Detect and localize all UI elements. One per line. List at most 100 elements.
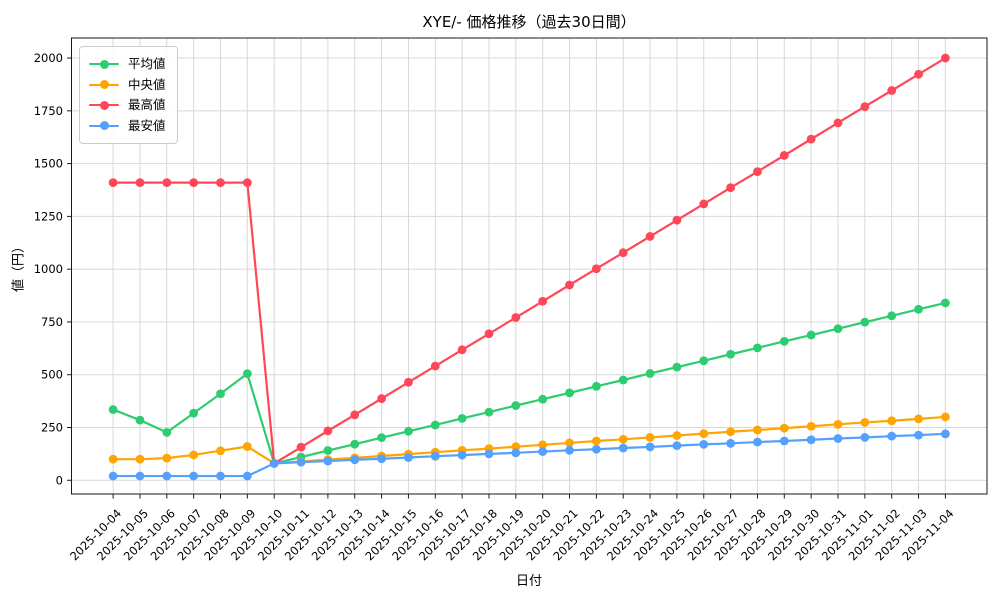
- data-point: [511, 442, 521, 452]
- data-point: [430, 451, 440, 461]
- data-point: [779, 150, 789, 160]
- data-point: [806, 330, 816, 340]
- data-point: [914, 414, 923, 424]
- data-point: [618, 248, 628, 258]
- data-point: [591, 381, 601, 391]
- data-point: [753, 425, 762, 435]
- data-point: [887, 311, 897, 321]
- data-point: [779, 423, 789, 433]
- data-point: [833, 419, 843, 429]
- data-point: [699, 199, 709, 209]
- y-axis: 0 250 500 750 1000 1250 1500 1750 2000: [34, 51, 72, 487]
- data-point: [618, 375, 628, 385]
- data-point: [216, 446, 225, 456]
- gridlines: [71, 38, 987, 494]
- data-point: [216, 471, 225, 481]
- data-point: [404, 426, 413, 436]
- data-point: [484, 329, 494, 339]
- data-point: [672, 431, 682, 440]
- data-point: [269, 458, 279, 468]
- data-point: [887, 416, 897, 426]
- data-point: [377, 454, 386, 464]
- data-point: [484, 449, 494, 459]
- legend-item-min: 最安値: [89, 116, 166, 137]
- data-point: [914, 304, 923, 314]
- data-point: [108, 454, 118, 464]
- data-point: [833, 324, 843, 334]
- data-point: [350, 410, 360, 420]
- data-point: [914, 69, 923, 79]
- y-tick-label: 1750: [34, 104, 63, 118]
- legend-item-max: 最高値: [89, 95, 166, 116]
- data-point: [162, 178, 172, 188]
- data-point: [887, 431, 897, 441]
- data-point: [457, 345, 467, 355]
- y-tick-label: 1250: [34, 209, 63, 223]
- data-point: [645, 232, 655, 241]
- data-point: [565, 388, 574, 398]
- legend-label-min: 最安値: [128, 117, 166, 133]
- legend-label-max: 最高値: [128, 97, 166, 112]
- data-point: [323, 456, 333, 466]
- data-point: [135, 415, 145, 425]
- y-tick-label: 500: [41, 368, 63, 382]
- data-point: [135, 178, 145, 188]
- data-point: [591, 444, 601, 454]
- data-point: [779, 336, 789, 346]
- data-point: [645, 442, 655, 452]
- data-point: [404, 377, 413, 387]
- data-point: [860, 317, 870, 327]
- data-point: [726, 427, 736, 437]
- data-point: [806, 421, 816, 431]
- y-tick-label: 250: [41, 421, 63, 435]
- data-point: [457, 450, 467, 460]
- data-point: [242, 178, 252, 188]
- legend: 平均値 中央値 最高値 最安値: [79, 46, 178, 144]
- legend-item-average: 平均値: [89, 54, 166, 75]
- legend-label-average: 平均値: [128, 56, 166, 71]
- data-point: [538, 394, 548, 404]
- y-tick-label: 2000: [34, 51, 63, 65]
- legend-item-median: 中央値: [89, 75, 166, 96]
- data-point: [189, 178, 199, 188]
- series-min: [108, 429, 950, 481]
- data-point: [940, 53, 950, 63]
- data-point: [242, 369, 252, 379]
- data-point: [940, 412, 950, 422]
- data-point: [350, 455, 360, 465]
- max-line-swatch: [89, 100, 119, 110]
- data-point: [189, 450, 199, 460]
- plot-border: [71, 37, 988, 495]
- data-point: [511, 401, 521, 410]
- data-point: [860, 433, 870, 442]
- data-point: [135, 454, 145, 464]
- data-point: [940, 429, 950, 439]
- data-point: [108, 471, 118, 481]
- data-point: [135, 471, 145, 481]
- data-point: [833, 118, 843, 128]
- data-point: [377, 394, 386, 403]
- data-point: [779, 436, 789, 446]
- data-point: [457, 414, 467, 423]
- data-point: [726, 349, 736, 359]
- x-axis-label: 日付: [515, 574, 542, 589]
- series-average: [108, 298, 950, 468]
- data-point: [806, 435, 816, 445]
- data-point: [162, 427, 172, 437]
- data-point: [430, 361, 440, 371]
- data-point: [404, 453, 413, 462]
- data-point: [645, 369, 655, 378]
- x-axis: 2025-10-042025-10-052025-10-062025-10-07…: [67, 494, 957, 563]
- y-tick-label: 1000: [34, 262, 63, 276]
- data-point: [162, 453, 172, 463]
- data-point: [618, 443, 628, 453]
- data-point: [538, 296, 548, 306]
- data-point: [242, 471, 252, 481]
- average-line-swatch: [89, 59, 119, 69]
- data-point: [296, 442, 306, 452]
- data-point: [108, 405, 118, 414]
- data-point: [672, 441, 682, 451]
- data-point: [108, 178, 118, 188]
- data-point: [753, 437, 762, 447]
- data-point: [753, 167, 762, 177]
